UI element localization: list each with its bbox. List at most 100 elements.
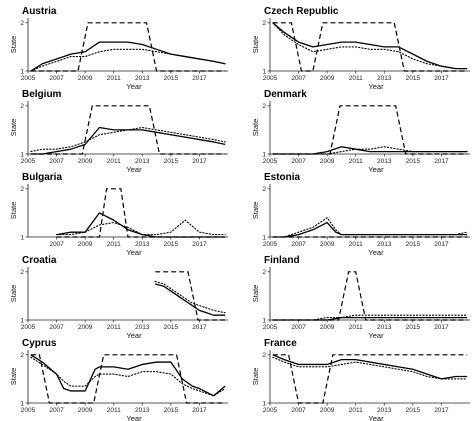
panel-title: France	[264, 338, 297, 349]
y-tick-label: 1	[20, 234, 24, 241]
panel-title: Belgium	[22, 89, 62, 100]
series-line-solid	[30, 41, 226, 72]
x-tick-label: 2009	[320, 158, 335, 165]
series-line-solid	[154, 283, 226, 316]
series-line-dotted	[30, 356, 226, 397]
panel-france: France 2005 2007 2009 2011 2013 2015 2017 1 2 Stat…	[251, 338, 470, 421]
series-line-dotted	[272, 22, 468, 70]
x-tick-label: 2015	[406, 75, 421, 82]
x-tick-label: 2011	[107, 75, 121, 82]
x-tick-label: 2015	[406, 241, 421, 248]
x-tick-label: 2009	[78, 324, 93, 331]
y-tick-label: 2	[262, 352, 266, 359]
series-line-solid	[272, 22, 468, 70]
x-tick-label: 2017	[434, 75, 449, 82]
x-tick-label: 2017	[434, 241, 449, 248]
y-tick-label: 1	[262, 234, 266, 241]
x-tick-label: 2007	[291, 324, 306, 331]
x-axis-label: Year	[126, 165, 142, 174]
x-tick-label: 2013	[377, 407, 392, 414]
x-tick-label: 2005	[263, 75, 278, 82]
series-line-solid	[30, 354, 226, 397]
x-tick-label: 2017	[192, 75, 207, 82]
y-tick-label: 1	[262, 68, 266, 75]
x-tick-label: 2007	[49, 158, 64, 165]
x-tick-label: 2013	[135, 158, 150, 165]
x-tick-label: 2013	[377, 241, 392, 248]
x-tick-label: 2007	[291, 241, 306, 248]
x-axis-label: Year	[126, 82, 142, 91]
x-tick-label: 2013	[135, 407, 150, 414]
series-line-dotted	[272, 216, 468, 238]
panel-title: Austria	[22, 6, 57, 17]
y-tick-label: 2	[262, 103, 266, 110]
x-tick-label: 2011	[107, 324, 121, 331]
y-tick-label: 1	[262, 400, 266, 407]
x-tick-label: 2015	[406, 407, 421, 414]
y-tick-label: 1	[262, 151, 266, 158]
x-tick-label: 2017	[192, 158, 207, 165]
series-line-dotted	[272, 314, 468, 321]
y-tick-label: 2	[262, 20, 266, 27]
series-line-dashed	[30, 354, 226, 404]
x-axis-label: Year	[368, 165, 384, 174]
x-tick-label: 2011	[349, 158, 363, 165]
x-tick-label: 2011	[107, 158, 121, 165]
panel-czech-republic: Czech Republic 2005 2007 2009 2011 2013 2015 20…	[251, 6, 470, 91]
x-tick-label: 2017	[192, 407, 207, 414]
y-axis-label: State	[9, 285, 18, 303]
x-tick-label: 2009	[320, 407, 335, 414]
y-tick-label: 2	[20, 352, 24, 359]
x-tick-label: 2015	[406, 158, 421, 165]
x-tick-label: 2015	[164, 158, 179, 165]
x-tick-label: 2015	[164, 407, 179, 414]
x-axis-label: Year	[368, 248, 384, 257]
x-tick-label: 2011	[107, 407, 121, 414]
series-line-dotted	[56, 219, 226, 236]
series-line-solid	[30, 126, 226, 155]
y-tick-label: 2	[262, 269, 266, 276]
x-tick-label: 2007	[291, 407, 306, 414]
x-tick-label: 2017	[192, 324, 207, 331]
panel-bulgaria: Bulgaria 2007 2009 2011 2013 2015 2017 1 2 State Y…	[9, 172, 228, 257]
x-axis-label: Year	[126, 248, 142, 257]
x-tick-label: 2009	[78, 407, 93, 414]
y-axis-label: State	[251, 202, 260, 220]
x-tick-label: 2011	[349, 407, 363, 414]
x-tick-label: 2007	[291, 158, 306, 165]
x-tick-label: 2013	[377, 324, 392, 331]
x-axis-label: Year	[368, 414, 384, 421]
panel-title: Croatia	[22, 255, 57, 266]
series-line-solid	[56, 212, 226, 238]
panel-title: Cyprus	[22, 338, 57, 349]
x-tick-label: 2007	[291, 75, 306, 82]
y-tick-label: 1	[20, 68, 24, 75]
x-axis-label: Year	[126, 414, 142, 421]
y-axis-label: State	[251, 36, 260, 54]
y-axis-label: State	[251, 368, 260, 386]
x-tick-label: 2015	[164, 75, 179, 82]
y-axis-label: State	[9, 368, 18, 386]
y-tick-label: 2	[20, 269, 24, 276]
panel-austria: Austria 2005 2007 2009 2011 2013 2015 2017 1 2 Sta…	[9, 6, 228, 91]
series-line-solid	[272, 146, 468, 155]
x-tick-label: 2011	[349, 241, 363, 248]
x-tick-label: 2015	[406, 324, 421, 331]
x-tick-label: 2007	[49, 324, 64, 331]
panel-cyprus: Cyprus 2005 2007 2009 2011 2013 2015 2017 1 2 Stat…	[9, 338, 228, 421]
x-tick-label: 2017	[192, 241, 207, 248]
x-tick-label: 2005	[263, 241, 278, 248]
x-tick-label: 2009	[78, 158, 93, 165]
x-tick-label: 2005	[21, 75, 36, 82]
panel-denmark: Denmark 2005 2007 2009 2011 2013 2015 2017 1 2 Sta…	[251, 89, 470, 174]
series-line-dotted	[272, 146, 468, 155]
x-tick-label: 2007	[49, 407, 64, 414]
x-tick-label: 2005	[21, 158, 36, 165]
x-tick-label: 2009	[78, 241, 93, 248]
y-tick-label: 2	[20, 103, 24, 110]
x-tick-label: 2005	[21, 407, 36, 414]
series-line-dotted	[154, 280, 226, 314]
y-axis-label: State	[9, 119, 18, 137]
x-tick-label: 2013	[377, 75, 392, 82]
